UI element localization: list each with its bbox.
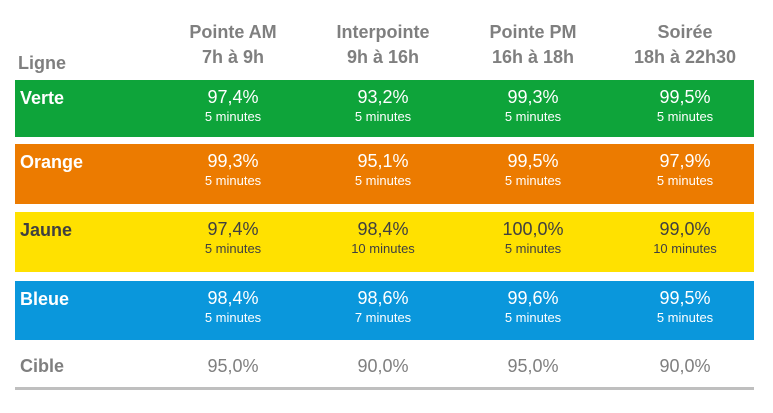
column-hours: 9h à 16h xyxy=(346,47,420,67)
table-cell: 99,3% 5 minutes xyxy=(163,150,303,190)
table-header: Ligne Pointe AM 7h à 9h Interpointe 9h à… xyxy=(0,0,773,80)
table-cell: 99,0% 10 minutes xyxy=(615,218,755,258)
cell-frequency: 5 minutes xyxy=(204,109,262,124)
cell-percentage: 99,5% xyxy=(507,151,559,171)
bottom-divider xyxy=(15,387,754,390)
cell-percentage: 93,2% xyxy=(357,87,409,107)
column-hours: 7h à 9h xyxy=(201,47,265,67)
cell-percentage: 99,3% xyxy=(507,87,559,107)
row-jaune: Jaune 97,4% 5 minutes 98,4% 10 minutes 100… xyxy=(15,212,754,272)
row-verte: Verte 97,4% 5 minutes 93,2% 5 minutes 99,3… xyxy=(15,80,754,137)
table-cell: 99,6% 5 minutes xyxy=(463,287,603,327)
column-header-interpointe: Interpointe 9h à 16h xyxy=(313,20,453,70)
cell-frequency: 10 minutes xyxy=(351,241,415,256)
cell-frequency: 5 minutes xyxy=(504,241,562,256)
cell-frequency: 5 minutes xyxy=(504,109,562,124)
column-header-pointe-am: Pointe AM 7h à 9h xyxy=(163,20,303,70)
row-name: Bleue xyxy=(20,289,70,309)
column-header-pointe-pm: Pointe PM 16h à 18h xyxy=(463,20,603,70)
cell-frequency: 5 minutes xyxy=(204,310,262,325)
target-value: 90,0% xyxy=(357,356,409,376)
cell-percentage: 99,6% xyxy=(507,288,559,308)
cell-frequency: 5 minutes xyxy=(656,310,714,325)
table-cell: 97,4% 5 minutes xyxy=(163,86,303,126)
cell-frequency: 5 minutes xyxy=(354,109,412,124)
table-cell: 99,5% 5 minutes xyxy=(615,287,755,327)
cell-frequency: 5 minutes xyxy=(204,173,262,188)
cell-percentage: 98,6% xyxy=(357,288,409,308)
column-header-soiree: Soirée 18h à 22h30 xyxy=(615,20,755,70)
row-name: Jaune xyxy=(20,220,73,240)
column-hours: 18h à 22h30 xyxy=(633,47,737,67)
cell-percentage: 98,4% xyxy=(357,219,409,239)
table-cell: 95,0% xyxy=(463,355,603,377)
cell-frequency: 5 minutes xyxy=(504,173,562,188)
target-value: 95,0% xyxy=(507,356,559,376)
table-cell: 95,1% 5 minutes xyxy=(313,150,453,190)
table-cell: 90,0% xyxy=(615,355,755,377)
table-cell: 95,0% xyxy=(163,355,303,377)
table-cell: 98,4% 10 minutes xyxy=(313,218,453,258)
cell-percentage: 97,9% xyxy=(659,151,711,171)
table-cell: 99,3% 5 minutes xyxy=(463,86,603,126)
cell-frequency: 5 minutes xyxy=(204,241,262,256)
cell-percentage: 99,3% xyxy=(207,151,259,171)
table-cell: 97,9% 5 minutes xyxy=(615,150,755,190)
column-name: Soirée xyxy=(657,22,713,42)
cell-percentage: 99,0% xyxy=(659,219,711,239)
table-cell: 99,5% 5 minutes xyxy=(615,86,755,126)
table-cell: 100,0% 5 minutes xyxy=(463,218,603,258)
row-name: Orange xyxy=(20,152,84,172)
cell-frequency: 5 minutes xyxy=(504,310,562,325)
row-name: Verte xyxy=(20,88,65,108)
row-name: Cible xyxy=(20,356,65,376)
table-cell: 99,5% 5 minutes xyxy=(463,150,603,190)
cell-frequency: 7 minutes xyxy=(354,310,412,325)
cell-percentage: 95,1% xyxy=(357,151,409,171)
cell-percentage: 100,0% xyxy=(502,219,564,239)
cell-percentage: 97,4% xyxy=(207,219,259,239)
table-cell: 90,0% xyxy=(313,355,453,377)
table-cell: 97,4% 5 minutes xyxy=(163,218,303,258)
cell-percentage: 98,4% xyxy=(207,288,259,308)
target-value: 95,0% xyxy=(207,356,259,376)
row-orange: Orange 99,3% 5 minutes 95,1% 5 minutes 99,… xyxy=(15,144,754,204)
ligne-column-header: Ligne xyxy=(18,53,66,73)
cell-frequency: 5 minutes xyxy=(656,109,714,124)
target-value: 90,0% xyxy=(659,356,711,376)
column-name: Interpointe xyxy=(336,22,430,42)
table-cell: 93,2% 5 minutes xyxy=(313,86,453,126)
cell-frequency: 10 minutes xyxy=(653,241,717,256)
cell-percentage: 97,4% xyxy=(207,87,259,107)
row-bleue: Bleue 98,4% 5 minutes 98,6% 7 minutes 99,6… xyxy=(15,281,754,340)
cell-percentage: 99,5% xyxy=(659,288,711,308)
row-cible: Cible 95,0% 90,0% 95,0% 90,0% xyxy=(15,342,754,386)
cell-percentage: 99,5% xyxy=(659,87,711,107)
column-name: Pointe AM xyxy=(189,22,277,42)
table-cell: 98,4% 5 minutes xyxy=(163,287,303,327)
column-hours: 16h à 18h xyxy=(491,47,575,67)
table-cell: 98,6% 7 minutes xyxy=(313,287,453,327)
cell-frequency: 5 minutes xyxy=(656,173,714,188)
column-name: Pointe PM xyxy=(489,22,577,42)
cell-frequency: 5 minutes xyxy=(354,173,412,188)
